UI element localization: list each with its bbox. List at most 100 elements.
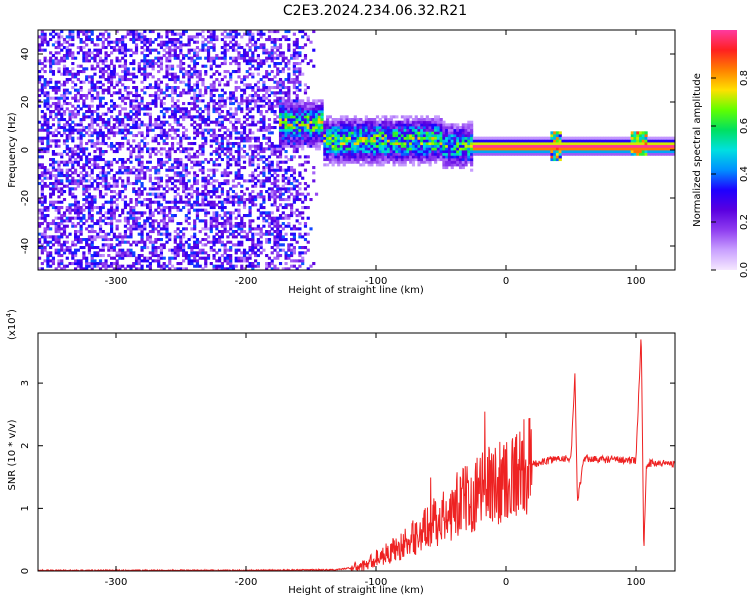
heatmap-cell bbox=[79, 48, 83, 52]
heatmap-cell bbox=[82, 214, 86, 218]
heatmap-cell bbox=[126, 67, 130, 71]
heatmap-cell bbox=[170, 99, 175, 103]
heatmap-cell bbox=[334, 139, 338, 143]
heatmap-cell bbox=[60, 59, 64, 63]
heatmap-cell bbox=[298, 254, 302, 258]
heatmap-cell bbox=[273, 243, 277, 247]
heatmap-cell bbox=[240, 267, 244, 270]
heatmap-cell bbox=[265, 230, 269, 234]
heatmap-cell bbox=[43, 104, 47, 108]
heatmap-cell bbox=[43, 235, 47, 239]
heatmap-cell bbox=[60, 219, 64, 223]
heatmap-cell bbox=[195, 134, 200, 138]
heatmap-cell bbox=[49, 67, 53, 71]
heatmap-cell bbox=[57, 187, 61, 191]
heatmap-cell bbox=[381, 142, 385, 146]
heatmap-cell bbox=[234, 264, 238, 268]
heatmap-cell bbox=[134, 219, 139, 223]
heatmap-cell bbox=[110, 104, 114, 108]
heatmap-cell bbox=[251, 75, 255, 79]
heatmap-cell bbox=[98, 32, 103, 36]
heatmap-cell bbox=[137, 171, 141, 175]
heatmap-cell bbox=[170, 182, 175, 186]
heatmap-cell bbox=[162, 262, 166, 266]
heatmap-cell bbox=[46, 131, 50, 135]
heatmap-cell bbox=[49, 227, 53, 231]
heatmap-cell bbox=[301, 128, 305, 132]
heatmap-cell bbox=[231, 30, 236, 34]
heatmap-cell bbox=[126, 240, 130, 244]
heatmap-cell bbox=[287, 166, 291, 170]
heatmap-cell bbox=[254, 136, 258, 140]
heatmap-cell bbox=[237, 64, 241, 68]
heatmap-cell bbox=[223, 251, 227, 255]
heatmap-cell bbox=[65, 224, 69, 228]
heatmap-cell bbox=[262, 51, 266, 55]
heatmap-cell bbox=[229, 254, 233, 258]
heatmap-cell bbox=[148, 155, 152, 159]
heatmap-cell bbox=[154, 192, 158, 196]
heatmap-cell bbox=[121, 118, 125, 122]
heatmap-cell bbox=[309, 134, 313, 138]
heatmap-cell bbox=[112, 256, 116, 260]
heatmap-cell bbox=[281, 96, 285, 100]
heatmap-cell bbox=[348, 120, 352, 124]
heatmap-cell bbox=[79, 264, 83, 268]
heatmap-cell bbox=[65, 54, 69, 58]
heatmap-cell bbox=[298, 222, 302, 226]
heatmap-cell bbox=[212, 179, 216, 183]
heatmap-cell bbox=[137, 142, 141, 146]
heatmap-cell bbox=[40, 248, 44, 252]
heatmap-cell bbox=[43, 91, 47, 95]
heatmap-cell bbox=[237, 56, 241, 60]
heatmap-cell bbox=[85, 163, 89, 167]
heatmap-cell bbox=[317, 123, 321, 127]
heatmap-cell bbox=[65, 35, 69, 39]
heatmap-cell bbox=[317, 110, 321, 114]
heatmap-cell bbox=[62, 67, 67, 71]
heatmap-cell bbox=[295, 94, 299, 98]
heatmap-cell bbox=[51, 243, 56, 247]
heatmap-cell bbox=[154, 227, 158, 231]
heatmap-cell bbox=[148, 256, 152, 260]
heatmap-cell bbox=[256, 227, 260, 231]
heatmap-cell bbox=[134, 240, 139, 244]
heatmap-cell bbox=[342, 134, 346, 138]
heatmap-cell bbox=[265, 56, 269, 60]
heatmap-cell bbox=[85, 75, 89, 79]
heatmap-cell bbox=[126, 179, 130, 183]
heatmap-cell bbox=[137, 123, 141, 127]
heatmap-cell bbox=[242, 179, 247, 183]
heatmap-cell bbox=[76, 35, 80, 39]
heatmap-cell bbox=[71, 80, 75, 84]
heatmap-cell bbox=[38, 150, 42, 154]
heatmap-cell bbox=[82, 168, 86, 172]
heatmap-cell bbox=[331, 139, 335, 143]
heatmap-cell bbox=[242, 75, 247, 79]
heatmap-cell bbox=[123, 219, 128, 223]
heatmap-cell bbox=[267, 35, 272, 39]
heatmap-cell bbox=[112, 184, 116, 188]
heatmap-cell bbox=[98, 262, 103, 266]
heatmap-cell bbox=[204, 142, 208, 146]
heatmap-cell bbox=[292, 248, 296, 252]
heatmap-cell bbox=[148, 118, 152, 122]
heatmap-cell bbox=[359, 158, 363, 162]
heatmap-cell bbox=[98, 176, 103, 180]
heatmap-cell bbox=[71, 192, 75, 196]
heatmap-cell bbox=[165, 88, 169, 92]
heatmap-cell bbox=[378, 136, 382, 140]
heatmap-cell bbox=[159, 267, 164, 270]
heatmap-cell bbox=[93, 195, 97, 199]
heatmap-cell bbox=[265, 238, 269, 242]
heatmap-cell bbox=[270, 70, 274, 74]
heatmap-cell bbox=[68, 78, 72, 82]
heatmap-cell bbox=[98, 267, 103, 270]
heatmap-cell bbox=[242, 48, 247, 52]
heatmap-cell bbox=[231, 35, 236, 39]
heatmap-cell bbox=[146, 131, 150, 135]
heatmap-cell bbox=[179, 139, 183, 143]
heatmap-cell bbox=[57, 259, 61, 263]
heatmap-cell bbox=[287, 214, 291, 218]
